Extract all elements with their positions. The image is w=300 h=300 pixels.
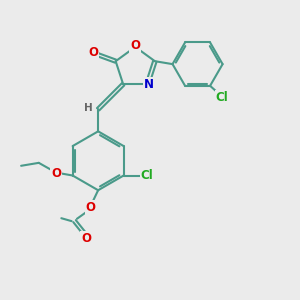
- Text: H: H: [84, 103, 93, 113]
- Text: O: O: [88, 46, 98, 59]
- Text: O: O: [81, 232, 92, 245]
- Text: Cl: Cl: [215, 91, 228, 104]
- Text: Cl: Cl: [141, 169, 154, 182]
- Text: O: O: [51, 167, 62, 180]
- Text: O: O: [86, 201, 96, 214]
- Text: O: O: [130, 39, 140, 52]
- Text: N: N: [144, 78, 154, 91]
